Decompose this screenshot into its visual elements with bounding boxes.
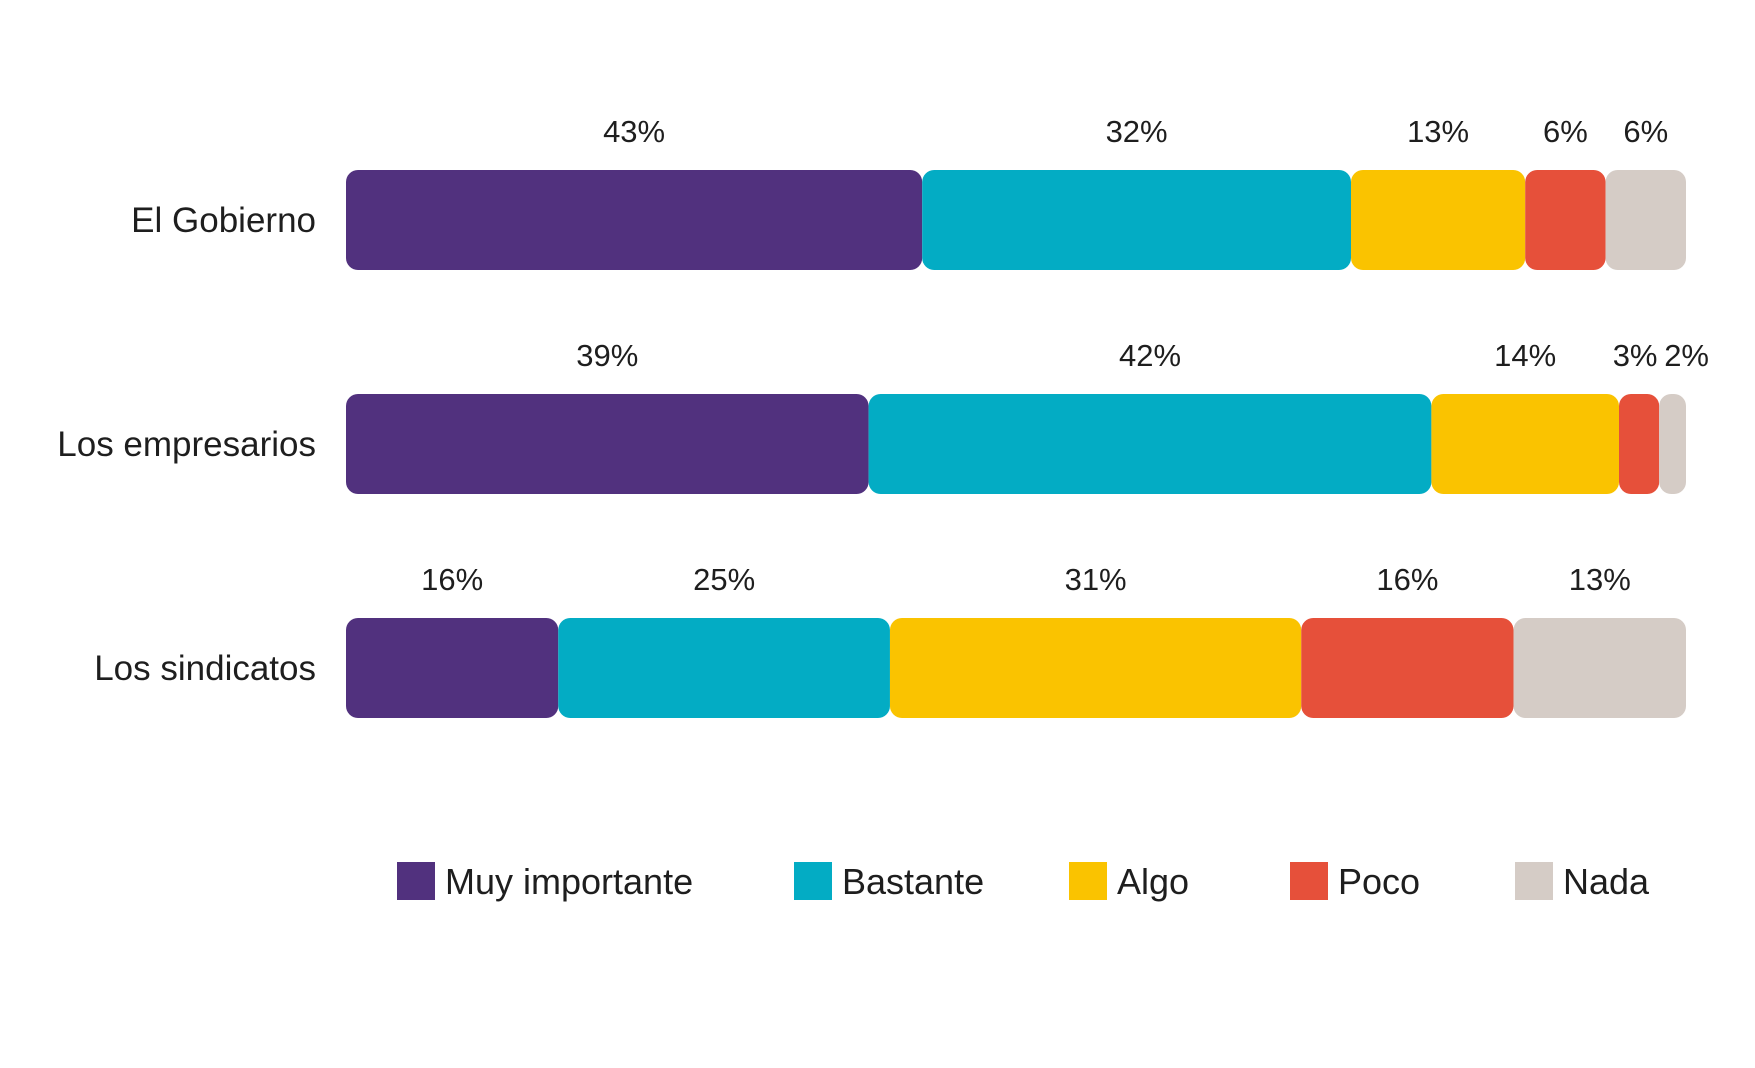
data-label: 39% bbox=[576, 338, 638, 373]
data-label: 14% bbox=[1494, 338, 1556, 373]
data-label: 25% bbox=[693, 562, 755, 597]
data-label: 3% bbox=[1613, 338, 1658, 373]
data-label: 16% bbox=[1376, 562, 1438, 597]
category-label: Los sindicatos bbox=[94, 649, 316, 688]
bar-segment bbox=[1513, 618, 1686, 718]
legend-label: Nada bbox=[1563, 861, 1650, 902]
bar-segment bbox=[1431, 394, 1619, 494]
data-label: 43% bbox=[603, 114, 665, 149]
bar-segment bbox=[889, 618, 1302, 718]
bar-segment bbox=[346, 618, 559, 718]
category-label: El Gobierno bbox=[131, 201, 316, 240]
bar-segment bbox=[1619, 394, 1660, 494]
legend-swatch bbox=[1069, 862, 1107, 900]
data-label: 13% bbox=[1407, 114, 1469, 149]
data-label: 13% bbox=[1569, 562, 1631, 597]
bar-row: El Gobierno 43% 32% 13% 6% 6% bbox=[131, 114, 1686, 270]
bar-segment bbox=[346, 394, 869, 494]
bar-segment bbox=[1605, 170, 1686, 270]
legend-swatch bbox=[397, 862, 435, 900]
legend-item: Bastante bbox=[794, 861, 984, 902]
bar-segment bbox=[1351, 170, 1526, 270]
data-label: 6% bbox=[1623, 114, 1668, 149]
legend-label: Muy importante bbox=[445, 861, 693, 902]
bar-segment bbox=[922, 170, 1351, 270]
legend-item: Algo bbox=[1069, 861, 1189, 902]
data-label: 2% bbox=[1664, 338, 1709, 373]
legend: Muy importante Bastante Algo Poco Nada bbox=[397, 861, 1650, 902]
legend-item: Nada bbox=[1515, 861, 1650, 902]
bar-segment bbox=[1659, 394, 1686, 494]
category-label: Los empresarios bbox=[57, 425, 316, 464]
legend-label: Poco bbox=[1338, 861, 1420, 902]
bar-row: Los empresarios 39% 42% 14% 3% 2% bbox=[57, 338, 1709, 494]
bar-segment bbox=[1525, 170, 1606, 270]
data-label: 6% bbox=[1543, 114, 1588, 149]
legend-swatch bbox=[794, 862, 832, 900]
legend-swatch bbox=[1515, 862, 1553, 900]
chart-rows: El Gobierno 43% 32% 13% 6% 6% Los empresarios 3… bbox=[57, 114, 1709, 718]
bar-segment bbox=[868, 394, 1432, 494]
legend-label: Algo bbox=[1117, 861, 1189, 902]
legend-item: Muy importante bbox=[397, 861, 693, 902]
legend-swatch bbox=[1290, 862, 1328, 900]
bar-segment bbox=[1301, 618, 1514, 718]
data-label: 16% bbox=[421, 562, 483, 597]
data-label: 32% bbox=[1106, 114, 1168, 149]
bar-segment bbox=[346, 170, 923, 270]
bar-segment bbox=[558, 618, 890, 718]
data-label: 31% bbox=[1065, 562, 1127, 597]
legend-item: Poco bbox=[1290, 861, 1420, 902]
data-label: 42% bbox=[1119, 338, 1181, 373]
legend-label: Bastante bbox=[842, 861, 984, 902]
bar-row: Los sindicatos 16% 25% 31% 16% 13% bbox=[94, 562, 1686, 718]
